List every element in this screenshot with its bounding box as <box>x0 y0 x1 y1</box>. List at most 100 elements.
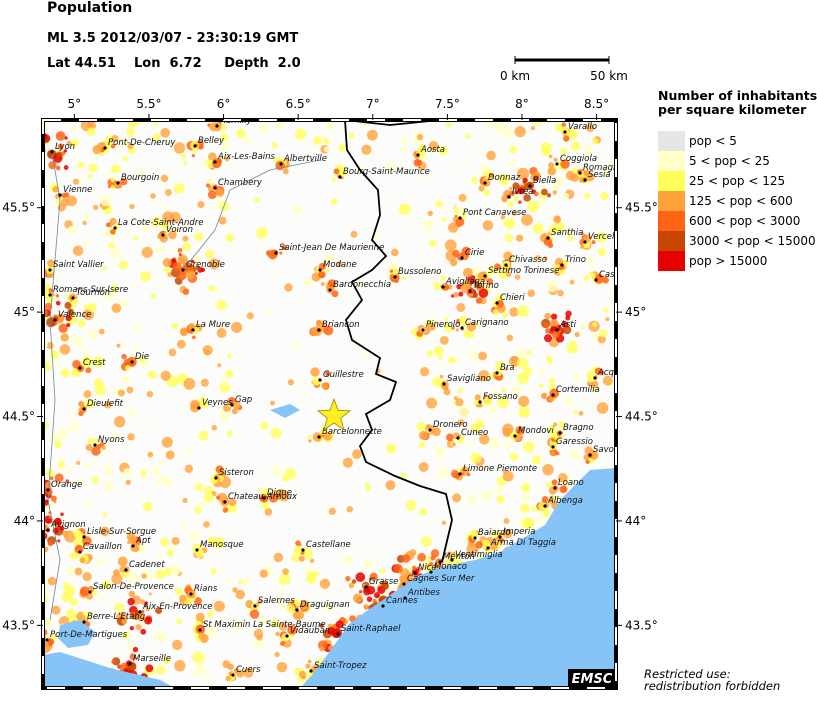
density-cell <box>206 625 218 638</box>
city-label: Biella <box>533 176 556 186</box>
city-dot <box>309 669 313 673</box>
density-cell <box>307 659 312 664</box>
x-tick-label: 8° <box>515 97 529 111</box>
map-frame <box>42 119 617 689</box>
density-cell <box>182 235 189 242</box>
density-cell <box>321 382 328 390</box>
city-label: Bussoleno <box>398 267 441 277</box>
density-cell <box>216 495 221 500</box>
density-cell <box>222 507 229 513</box>
density-cell <box>104 400 112 409</box>
city-label: Avigliana <box>445 277 485 287</box>
density-cell <box>439 335 449 345</box>
city-dot <box>195 548 199 552</box>
density-cell <box>182 497 188 504</box>
density-cell <box>151 121 157 128</box>
density-cell <box>47 259 55 268</box>
density-cell <box>172 262 182 272</box>
density-cell <box>183 378 196 390</box>
density-cell <box>381 582 389 590</box>
density-cell <box>540 392 547 399</box>
density-cell <box>224 156 230 162</box>
density-cell <box>502 126 514 139</box>
city-label: Cannes <box>386 596 418 606</box>
density-cell <box>418 175 425 181</box>
density-cell <box>543 323 549 329</box>
density-cell <box>441 520 447 526</box>
density-cell <box>548 377 556 384</box>
density-cell <box>93 378 104 388</box>
density-cell <box>471 177 479 184</box>
density-cell <box>553 215 562 224</box>
density-cell <box>207 536 217 546</box>
density-cell <box>513 195 520 202</box>
density-cell <box>195 612 205 622</box>
density-cell <box>34 478 40 484</box>
density-cell <box>551 183 560 192</box>
density-cell <box>323 432 332 441</box>
density-cell <box>556 264 560 268</box>
density-cell <box>504 366 509 371</box>
density-cell <box>467 443 473 449</box>
density-cell <box>320 281 325 287</box>
density-cell <box>329 282 334 287</box>
density-cell <box>458 291 464 297</box>
density-cell <box>466 472 471 477</box>
density-cell <box>111 657 121 666</box>
density-cell <box>418 430 428 441</box>
density-cell <box>170 564 182 576</box>
density-cell <box>136 544 147 555</box>
density-cell <box>122 468 133 478</box>
density-cell <box>49 350 60 360</box>
density-cell <box>82 536 92 547</box>
density-cell <box>139 271 151 282</box>
density-cell <box>59 525 65 531</box>
density-cell <box>417 552 426 562</box>
city-dot <box>381 604 385 608</box>
density-cell <box>522 518 533 530</box>
density-cell <box>480 489 493 502</box>
density-cell <box>585 459 590 464</box>
density-cell <box>171 322 179 330</box>
density-cell <box>543 237 553 247</box>
density-cell <box>161 221 170 230</box>
density-cell <box>325 120 336 131</box>
density-cell <box>325 371 331 377</box>
density-cell <box>102 512 108 517</box>
density-cell <box>126 641 135 650</box>
density-cell <box>602 375 613 386</box>
density-cell <box>127 433 135 441</box>
density-cell <box>503 529 513 539</box>
density-cell <box>122 631 130 639</box>
density-cell <box>111 432 121 442</box>
epicenter-star <box>316 397 352 431</box>
density-cell <box>463 267 473 278</box>
density-cell <box>194 232 204 242</box>
density-cell <box>47 540 53 547</box>
city-label: Sisteron <box>219 468 254 478</box>
density-cell <box>539 383 544 389</box>
city-dot <box>50 150 54 154</box>
x-tick-label: 5° <box>68 97 82 111</box>
density-cell <box>400 136 408 144</box>
density-cell <box>78 408 82 412</box>
density-cell <box>173 183 185 194</box>
density-cell <box>579 245 584 249</box>
density-cell <box>110 248 122 260</box>
density-cell <box>366 129 378 141</box>
density-cell <box>148 592 152 596</box>
density-cell <box>440 275 446 281</box>
density-cell <box>127 143 134 150</box>
city-dot <box>583 240 587 244</box>
density-cell <box>98 328 105 335</box>
density-cell <box>581 324 586 329</box>
city-label: Casale <box>599 270 627 280</box>
density-cell <box>552 190 558 195</box>
density-cell <box>155 244 165 254</box>
density-cell <box>45 317 56 328</box>
density-cell <box>162 258 172 268</box>
density-cell <box>44 481 52 489</box>
density-cell <box>142 501 153 512</box>
density-cell <box>195 265 201 271</box>
city-dot <box>189 592 193 596</box>
